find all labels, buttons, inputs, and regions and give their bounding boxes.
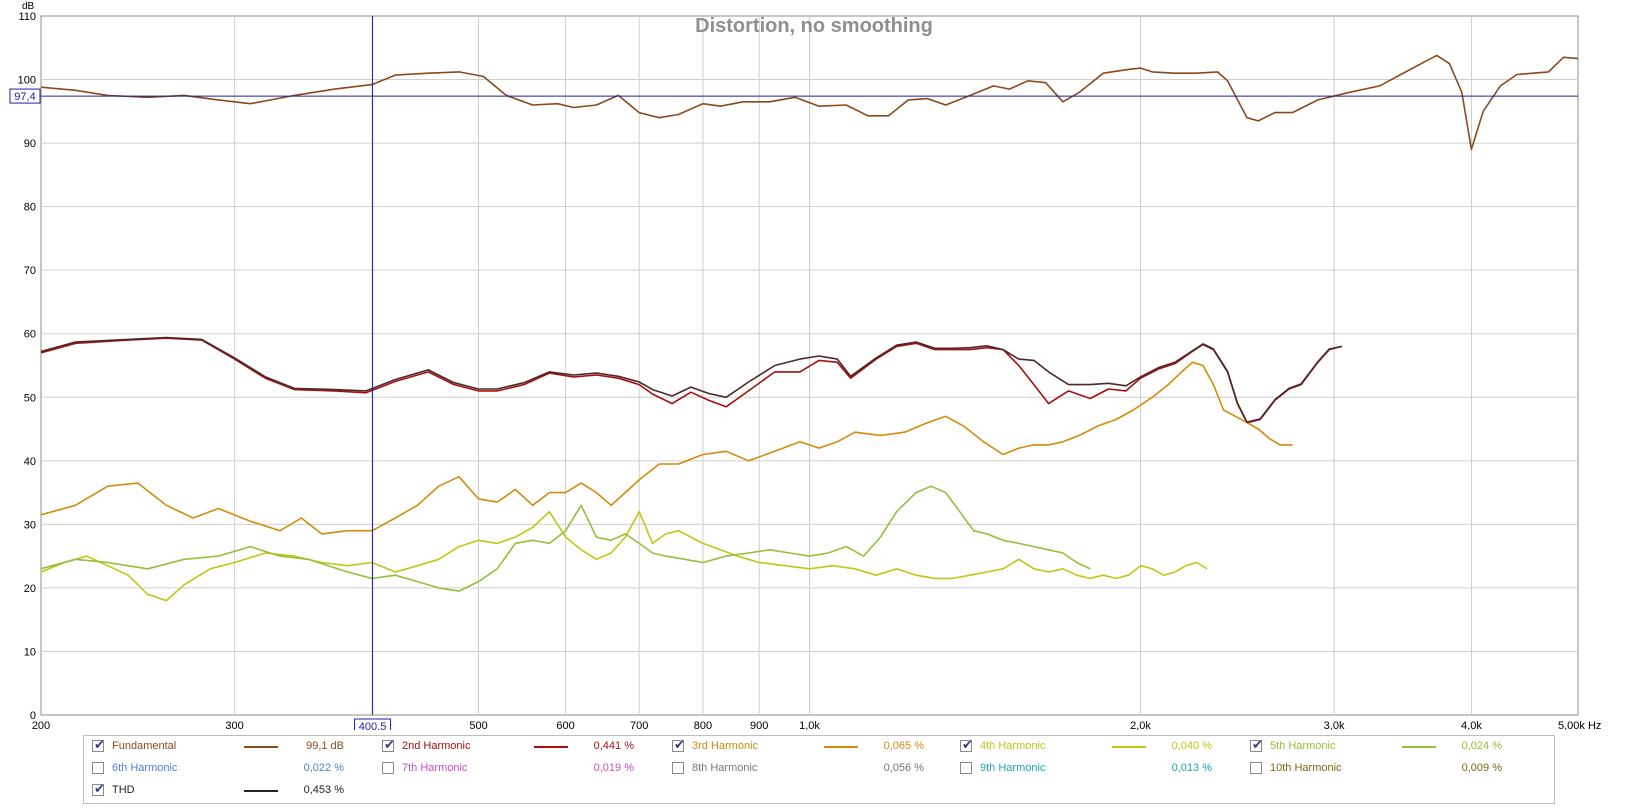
legend-label: 10th Harmonic [1270, 762, 1342, 774]
legend-label: 3rd Harmonic [692, 740, 759, 752]
chart-cursor[interactable]: 400,5 97,4 [9, 16, 1578, 730]
checkmark-icon: ✔ [674, 737, 685, 752]
cursor-y-readout-box [9, 88, 41, 104]
legend-label: 7th Harmonic [402, 762, 468, 774]
legend-checkbox-6th-harmonic[interactable] [92, 762, 104, 774]
legend-value: 0,024 % [1461, 740, 1502, 752]
legend-value: 0,013 % [1171, 762, 1212, 774]
chart-title: Distortion, no smoothing [695, 15, 933, 37]
legend-swatch [244, 746, 278, 748]
y-tick-label: 60 [24, 329, 36, 341]
legend-checkbox-4th-harmonic[interactable]: ✔ [960, 737, 973, 752]
x-tick-label: 900 [750, 720, 768, 730]
series-line-3rd-harmonic [40, 361, 1293, 535]
legend-swatch [1112, 746, 1146, 748]
y-tick-label: 70 [24, 265, 36, 277]
y-tick-label: 20 [24, 583, 36, 595]
x-tick-label: 500 [469, 720, 487, 730]
legend-value: 0,022 % [303, 762, 344, 774]
legend-checkbox-7th-harmonic[interactable] [382, 762, 394, 774]
checkmark-icon: ✔ [1252, 737, 1263, 752]
legend-label: 8th Harmonic [692, 762, 758, 774]
x-tick-label: 300 [225, 720, 243, 730]
legend-checkbox-thd[interactable]: ✔ [92, 781, 105, 796]
legend-label: Fundamental [112, 740, 177, 752]
legend-checkbox-8th-harmonic[interactable] [672, 762, 684, 774]
legend-value: 0,040 % [1171, 740, 1212, 752]
y-tick-label: 10 [24, 646, 36, 658]
legend-value: 0,441 % [593, 740, 634, 752]
y-tick-label: 0 [30, 710, 36, 722]
legend-value: 0,056 % [883, 762, 924, 774]
legend-panel: ✔ Fundamental 99,1 dB ✔ 2nd Harmonic 0,441 % ✔… [83, 735, 1555, 804]
legend-checkbox-5th-harmonic[interactable]: ✔ [1250, 737, 1263, 752]
cursor-y-readout: 97,4 [14, 91, 35, 103]
x-tick-label: 5,00k Hz [1558, 720, 1601, 730]
x-tick-label: 1,0k [799, 720, 820, 730]
legend-swatch [244, 790, 278, 792]
y-tick-label: 50 [24, 392, 36, 404]
legend-value: 0,009 % [1461, 762, 1502, 774]
legend-label: 4th Harmonic [980, 740, 1046, 752]
y-tick-label: 90 [24, 138, 36, 150]
checkmark-icon: ✔ [94, 737, 105, 752]
legend-label: 2nd Harmonic [402, 740, 471, 752]
legend-checkbox-3rd-harmonic[interactable]: ✔ [672, 737, 685, 752]
y-tick-label: 40 [24, 456, 36, 468]
checkmark-icon: ✔ [962, 737, 973, 752]
y-tick-label: 100 [18, 75, 36, 87]
legend-value: 0,453 % [303, 784, 344, 796]
y-tick-label: 80 [24, 202, 36, 214]
legend-value: 0,019 % [593, 762, 634, 774]
x-tick-label: 600 [556, 720, 574, 730]
x-tick-label: 2,0k [1130, 720, 1151, 730]
distortion-chart: 0102030405060708090100110200300400500600… [9, 1, 1601, 730]
legend-checkbox-2nd-harmonic[interactable]: ✔ [382, 737, 395, 752]
legend-checkbox-9th-harmonic[interactable] [960, 762, 972, 774]
cursor-x-readout: 400,5 [359, 721, 387, 730]
series-line-5th-harmonic [40, 485, 1091, 592]
y-tick-label: 30 [24, 519, 36, 531]
legend-row: ✔ Fundamental 99,1 dB ✔ 2nd Harmonic 0,441 % ✔… [84, 737, 1554, 757]
legend-row: 6th Harmonic 0,022 % 7th Harmonic 0,019 % 8t… [84, 759, 1554, 779]
x-tick-label: 800 [694, 720, 712, 730]
legend-label: THD [112, 784, 135, 796]
x-tick-label: 4,0k [1461, 720, 1482, 730]
cursor-x-readout-box [354, 718, 392, 730]
series-line-fundamental [40, 54, 1579, 151]
series-line-thd [40, 336, 1343, 423]
checkmark-icon: ✔ [384, 737, 395, 752]
y-axis-label: dB [22, 1, 35, 12]
legend-label: 6th Harmonic [112, 762, 178, 774]
legend-checkbox-10th-harmonic[interactable] [1250, 762, 1262, 774]
legend-swatch [534, 746, 568, 748]
chart-series [40, 54, 1579, 602]
x-tick-label: 3,0k [1324, 720, 1345, 730]
series-line-4th-harmonic [40, 510, 1208, 602]
checkmark-icon: ✔ [94, 781, 105, 796]
legend-swatch [824, 746, 858, 748]
chart-grid [40, 15, 1579, 716]
legend-checkbox-fundamental[interactable]: ✔ [92, 737, 105, 752]
legend-value: 0,065 % [883, 740, 924, 752]
x-tick-label: 200 [32, 720, 50, 730]
y-tick-label: 110 [18, 11, 36, 23]
x-tick-label: 700 [630, 720, 648, 730]
legend-value: 99,1 dB [306, 740, 344, 752]
legend-swatch [1402, 746, 1436, 748]
legend-label: 5th Harmonic [1270, 740, 1336, 752]
legend-label: 9th Harmonic [980, 762, 1046, 774]
legend-row: ✔ THD 0,453 % [84, 781, 1554, 801]
